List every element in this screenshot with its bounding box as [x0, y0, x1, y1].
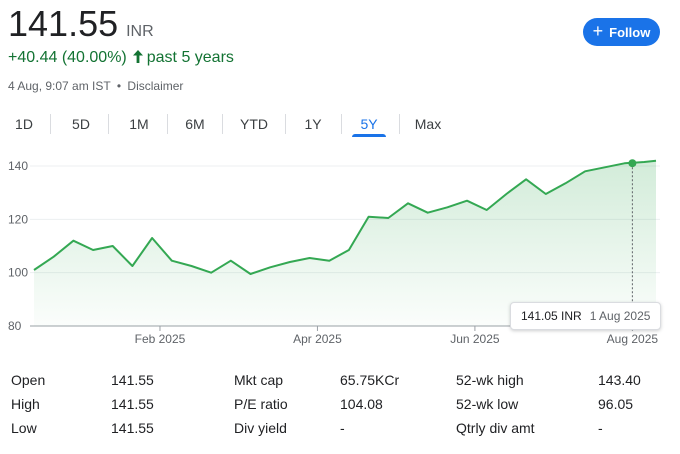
- currency-label: INR: [126, 23, 154, 40]
- price-line: [33, 159, 657, 275]
- x-tick-label: Jun 2025: [450, 332, 500, 346]
- stat-low-value: 141.55: [111, 420, 154, 436]
- tab-label: Max: [414, 116, 442, 132]
- stat-mktcap-label: Mkt cap: [234, 372, 284, 388]
- stat-open-value: 141.55: [111, 372, 154, 388]
- y-tick-label: 80: [8, 319, 22, 333]
- x-tick-label: Apr 2025: [293, 332, 342, 346]
- area-fill: [34, 160, 656, 326]
- disclaimer-link[interactable]: Disclaimer: [127, 79, 184, 93]
- meta-separator: •: [116, 79, 122, 93]
- tab-5y[interactable]: 5Y: [352, 108, 386, 140]
- price-chart[interactable]: 140 120 100 80 Feb 2025 Apr 2025 Jun 2025 Aug 2…: [0, 145, 680, 350]
- stat-divyield-value: -: [340, 420, 345, 436]
- tab-divider: [108, 114, 109, 134]
- tab-1m[interactable]: 1M: [119, 108, 159, 140]
- chart-tooltip: 141.05 INR 1 Aug 2025: [510, 302, 662, 330]
- chart-area-fill: [34, 160, 656, 326]
- y-tick-label: 120: [8, 212, 28, 226]
- change-period: past 5 years: [146, 49, 234, 66]
- tab-divider: [50, 114, 51, 134]
- tooltip-date: 1 Aug 2025: [589, 309, 651, 323]
- highlight-point: [628, 159, 637, 168]
- price-change: +40.44 (40.00%) past 5 years: [8, 49, 234, 67]
- tooltip-price: 141.05 INR: [521, 309, 582, 323]
- x-tick-label: Feb 2025: [135, 332, 186, 346]
- quote-timestamp: 4 Aug, 9:07 am IST: [8, 79, 111, 93]
- tab-1d[interactable]: 1D: [6, 108, 42, 140]
- arrow-up-icon: [132, 49, 143, 67]
- chart-label-layer: 140 120 100 80 Feb 2025 Apr 2025 Jun 2025 Aug 2…: [8, 159, 658, 346]
- active-tab-indicator: [352, 134, 386, 137]
- tab-label: 1D: [15, 116, 33, 132]
- stat-mktcap-value: 65.75KCr: [340, 372, 400, 388]
- stat-open-label: Open: [11, 372, 46, 388]
- stat-52wk-low-value: 96.05: [598, 396, 634, 412]
- range-tabs: 1D 5D 1M 6M YTD 1Y 5Y Max: [0, 108, 680, 142]
- follow-label: Follow: [609, 24, 651, 40]
- follow-button[interactable]: + Follow: [583, 18, 660, 46]
- stat-52wk-low-label: 52-wk low: [456, 396, 519, 412]
- stat-divyield-label: Div yield: [234, 420, 287, 436]
- stat-52wk-high-value: 143.40: [598, 372, 641, 388]
- x-tick-label: Aug 2025: [607, 332, 659, 346]
- stat-qtrly-div-label: Qtrly div amt: [456, 420, 535, 436]
- tab-divider: [341, 114, 342, 134]
- stat-high-label: High: [11, 396, 40, 412]
- tab-ytd[interactable]: YTD: [232, 108, 276, 140]
- tab-divider: [167, 114, 168, 134]
- tab-1y[interactable]: 1Y: [295, 108, 331, 140]
- stat-high-value: 141.55: [111, 396, 154, 412]
- price-header: 141.55 INR: [8, 4, 154, 44]
- tab-divider: [222, 114, 223, 134]
- stat-low-label: Low: [11, 420, 37, 436]
- tab-max[interactable]: Max: [409, 108, 447, 140]
- quote-meta: 4 Aug, 9:07 am IST • Disclaimer: [8, 79, 183, 93]
- tab-label: 5Y: [360, 116, 378, 132]
- stat-pe-label: P/E ratio: [234, 396, 288, 412]
- chart-line-layer: [33, 159, 657, 275]
- tab-label: 1Y: [304, 116, 322, 132]
- stat-pe-value: 104.08: [340, 396, 383, 412]
- tab-label: 5D: [72, 116, 90, 132]
- y-tick-label: 140: [8, 159, 28, 173]
- current-price: 141.55: [8, 3, 119, 44]
- plus-icon: +: [592, 21, 604, 41]
- change-value: +40.44 (40.00%): [8, 49, 127, 66]
- tab-label: 1M: [129, 116, 149, 132]
- tab-5d[interactable]: 5D: [62, 108, 100, 140]
- tab-divider: [285, 114, 286, 134]
- tab-label: 6M: [185, 116, 205, 132]
- stat-52wk-high-label: 52-wk high: [456, 372, 524, 388]
- tab-label: YTD: [240, 116, 268, 132]
- y-tick-label: 100: [8, 266, 28, 280]
- stat-qtrly-div-value: -: [598, 420, 603, 436]
- tab-divider: [399, 114, 400, 134]
- chart-marker-layer: [628, 159, 637, 302]
- tab-6m[interactable]: 6M: [176, 108, 214, 140]
